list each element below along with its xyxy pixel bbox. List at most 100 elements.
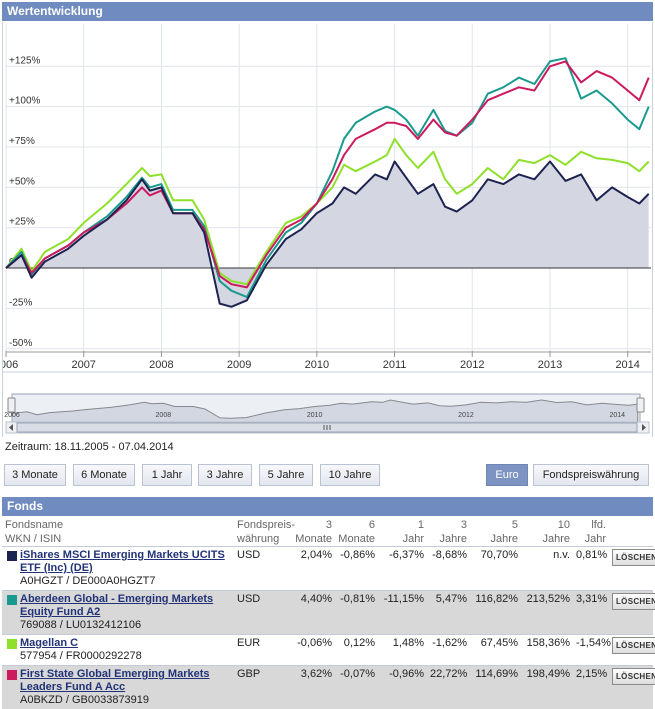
perf-ytd: 3,31%	[573, 591, 609, 635]
x-tick-label: 2011	[383, 359, 407, 371]
fonds-section-header: Fonds	[2, 497, 653, 516]
x-tick-label: 2006	[3, 359, 18, 371]
chart-section-header: Wertentwicklung	[2, 2, 653, 21]
delete-button[interactable]: LÖSCHEN	[612, 549, 655, 566]
perf-ytd: -1,54%	[573, 635, 609, 666]
period-3-years-button[interactable]: 3 Jahre	[198, 464, 252, 486]
perf-ytd: 2,15%	[573, 666, 609, 709]
perf-3y: -8,68%	[427, 547, 470, 591]
period-10-years-button[interactable]: 10 Jahre	[320, 464, 380, 486]
perf-3y: -1,62%	[427, 635, 470, 666]
x-tick-label: 2014	[615, 359, 639, 371]
y-tick-label: +75%	[9, 136, 35, 147]
perf-6m: 0,12%	[335, 635, 378, 666]
perf-3m: -0,06%	[292, 635, 335, 666]
perf-ytd: 0,81%	[573, 547, 609, 591]
fund-color-swatch	[7, 639, 17, 649]
perf-1y: 1,48%	[378, 635, 427, 666]
table-row: First State Global Emerging Markets Lead…	[2, 666, 653, 709]
perf-10y: 198,49%	[521, 666, 573, 709]
perf-5y: 114,69%	[470, 666, 521, 709]
fund-cell: First State Global Emerging Markets Lead…	[2, 666, 234, 709]
currency-cell: EUR	[234, 635, 292, 666]
y-tick-label: -50%	[9, 338, 32, 349]
perf-6m: -0,81%	[335, 591, 378, 635]
fund-name-link[interactable]: iShares MSCI Emerging Markets UCITS ETF …	[20, 549, 231, 575]
perf-1y: -0,96%	[378, 666, 427, 709]
x-tick-label: 2012	[460, 359, 484, 371]
x-tick-label: 2007	[71, 359, 95, 371]
fund-cell: iShares MSCI Emerging Markets UCITS ETF …	[2, 547, 234, 591]
perf-6m: -0,86%	[335, 547, 378, 591]
currency-cell: GBP	[234, 666, 292, 709]
delete-button[interactable]: LÖSCHEN	[612, 668, 655, 685]
navigator-tick-label: 2008	[156, 412, 172, 419]
fund-color-swatch	[7, 595, 17, 605]
perf-5y: 70,70%	[470, 547, 521, 591]
perf-3m: 3,62%	[292, 666, 335, 709]
x-tick-label: 2013	[538, 359, 562, 371]
currency-euro-button[interactable]: Euro	[486, 464, 528, 486]
y-tick-label: +125%	[9, 55, 41, 66]
fund-name-link[interactable]: Aberdeen Global - Emerging Markets Equit…	[20, 593, 231, 619]
x-tick-label: 2010	[305, 359, 329, 371]
delete-button[interactable]: LÖSCHEN	[612, 593, 655, 610]
table-row: Magellan C 577954 / FR0000292278 EUR -0,…	[2, 635, 653, 666]
table-row: Aberdeen Global - Emerging Markets Equit…	[2, 591, 653, 635]
fund-ids: 769088 / LU0132412106	[20, 619, 231, 632]
y-tick-label: +25%	[9, 217, 35, 228]
perf-10y: n.v.	[521, 547, 573, 591]
perf-10y: 158,36%	[521, 635, 573, 666]
y-tick-label: +100%	[9, 96, 41, 107]
perf-3y: 22,72%	[427, 666, 470, 709]
x-tick-label: 2009	[227, 359, 251, 371]
perf-6m: -0,07%	[335, 666, 378, 709]
delete-button[interactable]: LÖSCHEN	[612, 637, 655, 654]
period-3-months-button[interactable]: 3 Monate	[4, 464, 66, 486]
fund-name-link[interactable]: First State Global Emerging Markets Lead…	[20, 668, 231, 694]
fund-color-swatch	[7, 551, 17, 561]
period-6-months-button[interactable]: 6 Monate	[73, 464, 135, 486]
header-lfd-jahr: lfd.Jahr	[573, 518, 609, 547]
perf-5y: 67,45%	[470, 635, 521, 666]
perf-5y: 116,82%	[470, 591, 521, 635]
navigator-tick-label: 2012	[458, 412, 474, 419]
navigator-tick-label: 2014	[610, 412, 626, 419]
perf-1y: -11,15%	[378, 591, 427, 635]
fund-cell: Magellan C 577954 / FR0000292278	[2, 635, 234, 666]
perf-3y: 5,47%	[427, 591, 470, 635]
chart-svg[interactable]: 2006 2007 2008 2009 2010 2011 2012 2013 2014 -50%…	[3, 22, 652, 437]
navigator-tick-label: 2006	[4, 412, 20, 419]
period-1-year-button[interactable]: 1 Jahr	[142, 464, 192, 486]
date-range-text: Zeitraum: 18.11.2005 - 07.04.2014	[5, 441, 174, 453]
fund-name-link[interactable]: Magellan C	[20, 637, 231, 650]
x-tick-label: 2008	[149, 359, 173, 371]
fund-ids: A0BKZD / GB0033873919	[20, 694, 231, 707]
perf-1y: -6,37%	[378, 547, 427, 591]
fund-color-swatch	[7, 670, 17, 680]
currency-fund-button[interactable]: Fondspreiswährung	[533, 464, 649, 486]
perf-3m: 2,04%	[292, 547, 335, 591]
fonds-section-title: Fonds	[7, 499, 43, 513]
navigator-tick-label: 2010	[307, 412, 323, 419]
fund-ids: A0HGZT / DE000A0HGZT7	[20, 575, 231, 588]
chart-section-title: Wertentwicklung	[7, 4, 103, 18]
table-row: iShares MSCI Emerging Markets UCITS ETF …	[2, 547, 653, 591]
currency-cell: USD	[234, 547, 292, 591]
navigator-left-handle	[8, 398, 15, 412]
y-tick-label: -25%	[9, 297, 32, 308]
performance-chart: 2006 2007 2008 2009 2010 2011 2012 2013 2014 -50%…	[2, 22, 653, 437]
navigator-selection	[12, 394, 640, 424]
perf-10y: 213,52%	[521, 591, 573, 635]
period-5-years-button[interactable]: 5 Jahre	[259, 464, 313, 486]
perf-3m: 4,40%	[292, 591, 335, 635]
fund-ids: 577954 / FR0000292278	[20, 650, 231, 663]
navigator-right-handle	[637, 398, 644, 412]
